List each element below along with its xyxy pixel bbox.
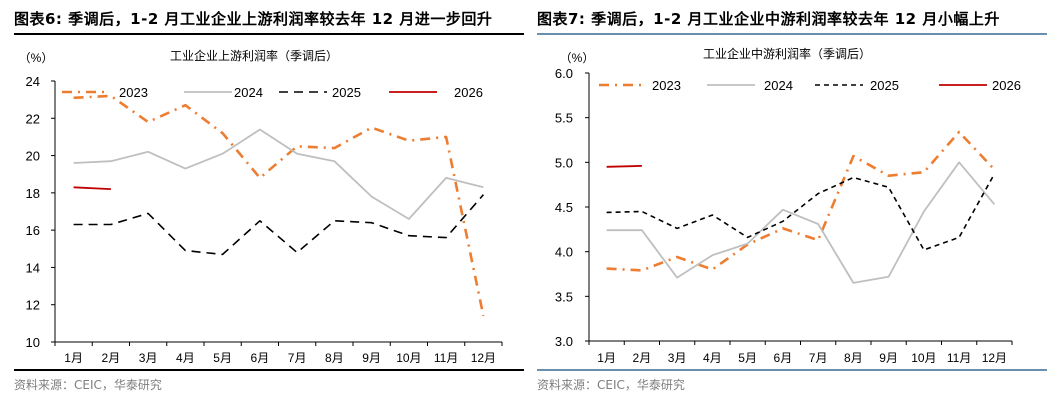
x-tick-label: 3月 xyxy=(139,351,158,365)
x-tick-label: 7月 xyxy=(288,351,307,365)
figure-6-panel: 图表6: 季调后，1-2 月工业企业上游利润率较去年 12 月进一步回升 工业企… xyxy=(14,0,524,413)
y-tick-label: 5.0 xyxy=(555,155,573,170)
x-tick-label: 5月 xyxy=(213,351,232,365)
x-tick-label: 6月 xyxy=(774,351,793,365)
legend-label-2024: 2024 xyxy=(234,85,263,100)
y-tick-label: 12 xyxy=(26,298,40,313)
series-line-2026 xyxy=(73,186,111,190)
x-tick-label: 7月 xyxy=(809,351,828,365)
y-unit-label: （%） xyxy=(19,51,54,65)
title-rule xyxy=(537,33,1047,35)
y-tick-label: 20 xyxy=(26,149,40,164)
source-note: 资料来源：CEIC，华泰研究 xyxy=(537,378,685,392)
y-tick-label: 18 xyxy=(26,186,40,201)
footer-rule xyxy=(537,369,1047,371)
x-tick-label: 1月 xyxy=(64,351,83,365)
series-line-2024 xyxy=(606,161,996,284)
series-line-2024 xyxy=(73,128,484,220)
y-tick-label: 6.0 xyxy=(555,66,573,81)
legend-label-2023: 2023 xyxy=(119,85,148,100)
legend-label-2026: 2026 xyxy=(454,85,483,100)
series-line-2025 xyxy=(606,173,996,251)
x-tick-label: 1月 xyxy=(597,351,616,365)
title-rule xyxy=(14,33,524,35)
legend-label-2024: 2024 xyxy=(764,78,793,93)
y-unit-label: （%） xyxy=(560,51,595,65)
y-tick-label: 3.0 xyxy=(555,334,573,349)
x-tick-label: 11月 xyxy=(434,351,458,365)
figure-6-label: 图表6: xyxy=(14,10,63,28)
figure-7-label: 图表7: xyxy=(537,10,586,28)
x-tick-label: 8月 xyxy=(325,351,344,365)
x-tick-label: 2月 xyxy=(102,351,121,365)
x-tick-label: 6月 xyxy=(251,351,270,365)
x-tick-label: 4月 xyxy=(176,351,195,365)
chart-title: 工业企业中游利润率（季调后） xyxy=(703,46,871,61)
y-tick-label: 3.5 xyxy=(555,289,573,304)
series-line-2023 xyxy=(73,94,485,317)
x-tick-label: 12月 xyxy=(471,351,496,365)
y-tick-label: 16 xyxy=(26,223,40,238)
legend-label-2023: 2023 xyxy=(652,78,681,93)
x-tick-label: 12月 xyxy=(982,351,1007,365)
y-tick-label: 5.5 xyxy=(555,111,573,126)
upstream-profit-chart: 工业企业上游利润率（季调后） （%） 10 12 14 16 18 20 22 24 1月 2月 3月 4… xyxy=(19,48,503,365)
x-tick-label: 9月 xyxy=(879,351,898,365)
x-tick-label: 2月 xyxy=(633,351,652,365)
x-tick-label: 5月 xyxy=(738,351,757,365)
legend-label-2025: 2025 xyxy=(870,78,899,93)
series-line-2023 xyxy=(606,130,996,272)
source-note: 资料来源：CEIC，华泰研究 xyxy=(14,378,162,392)
legend-label-2025: 2025 xyxy=(332,85,361,100)
figure-6-title: 图表6: 季调后，1-2 月工业企业上游利润率较去年 12 月进一步回升 xyxy=(14,8,492,29)
x-tick-label: 8月 xyxy=(844,351,863,365)
y-tick-label: 14 xyxy=(26,260,40,275)
x-tick-label: 9月 xyxy=(362,351,381,365)
x-tick-label: 4月 xyxy=(703,351,722,365)
x-tick-label: 10月 xyxy=(396,351,421,365)
x-tick-label: 10月 xyxy=(911,351,936,365)
figure-7-title: 图表7: 季调后，1-2 月工业企业中游利润率较去年 12 月小幅上升 xyxy=(537,8,1000,29)
chart-title: 工业企业上游利润率（季调后） xyxy=(170,48,338,63)
y-tick-label: 22 xyxy=(26,111,40,126)
midstream-profit-chart: 工业企业中游利润率（季调后） （%） 3.0 3.5 4.0 4.5 5.0 5.5 6.0 1月… xyxy=(555,46,1021,365)
figure-6-heading: 季调后，1-2 月工业企业上游利润率较去年 12 月进一步回升 xyxy=(68,10,493,28)
y-tick-label: 4.0 xyxy=(555,245,573,260)
y-tick-label: 10 xyxy=(26,335,40,350)
y-tick-label: 24 xyxy=(26,74,40,89)
series-line-2026 xyxy=(606,165,642,168)
legend-label-2026: 2026 xyxy=(992,78,1021,93)
figure-7-panel: 图表7: 季调后，1-2 月工业企业中游利润率较去年 12 月小幅上升 工业企业… xyxy=(537,0,1047,413)
x-tick-label: 11月 xyxy=(947,351,971,365)
y-tick-label: 4.5 xyxy=(555,200,573,215)
x-tick-label: 3月 xyxy=(668,351,687,365)
footer-rule xyxy=(14,369,524,371)
figure-7-heading: 季调后，1-2 月工业企业中游利润率较去年 12 月小幅上升 xyxy=(591,10,1000,28)
series-line-2025 xyxy=(73,194,485,256)
